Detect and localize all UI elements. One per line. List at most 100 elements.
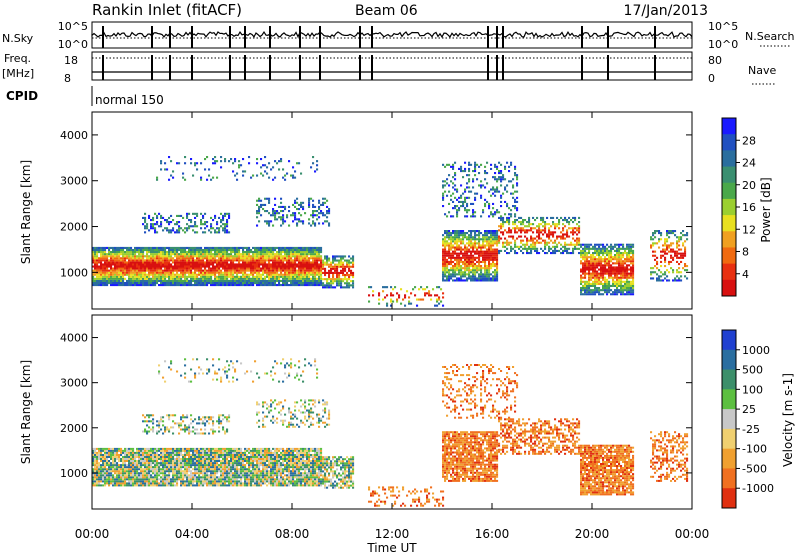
- power-data-cell: [312, 277, 315, 280]
- power-data-cell: [216, 261, 219, 264]
- power-data-cell: [194, 255, 197, 258]
- power-data-cell: [312, 257, 315, 260]
- power-data-cell: [254, 257, 257, 260]
- power-data-cell: [452, 186, 455, 189]
- power-data-cell: [234, 251, 237, 254]
- power-data-cell: [490, 211, 493, 214]
- power-data-cell: [104, 284, 107, 287]
- power-data-cell: [250, 251, 253, 254]
- power-data-cell: [244, 275, 247, 278]
- power-data-cell: [468, 275, 471, 278]
- power-data-cell: [256, 162, 259, 165]
- power-data-cell: [444, 184, 447, 187]
- power-data-cell: [322, 214, 325, 217]
- power-data-cell: [242, 251, 245, 254]
- power-data-cell: [186, 277, 189, 280]
- power-data-cell: [330, 278, 333, 281]
- power-data-cell: [538, 231, 541, 234]
- power-data-cell: [504, 167, 507, 170]
- power-data-cell: [674, 252, 677, 255]
- power-data-cell: [124, 263, 127, 266]
- power-data-cell: [282, 222, 285, 225]
- power-data-cell: [466, 186, 469, 189]
- power-data-cell: [470, 271, 473, 274]
- power-data-cell: [158, 253, 161, 256]
- power-data-cell: [238, 279, 241, 282]
- freq-tick-top: 18: [64, 54, 78, 67]
- power-data-cell: [668, 250, 671, 253]
- power-data-cell: [500, 223, 503, 226]
- power-data-cell: [540, 229, 543, 232]
- power-data-cell: [200, 261, 203, 264]
- power-data-cell: [596, 278, 599, 281]
- power-data-cell: [100, 253, 103, 256]
- power-data-cell: [610, 268, 613, 271]
- power-data-cell: [294, 255, 297, 258]
- power-data-cell: [234, 249, 237, 252]
- power-data-cell: [236, 273, 239, 276]
- power-data-cell: [448, 273, 451, 276]
- power-data-cell: [502, 178, 505, 181]
- power-data-cell: [174, 267, 177, 270]
- power-data-cell: [184, 178, 187, 181]
- power-data-cell: [614, 266, 617, 269]
- power-data-cell: [100, 269, 103, 272]
- power-data-cell: [468, 265, 471, 268]
- power-data-cell: [516, 207, 519, 210]
- power-data-cell: [612, 276, 615, 279]
- power-data-cell: [154, 267, 157, 270]
- power-data-cell: [488, 205, 491, 208]
- power-data-cell: [264, 210, 267, 213]
- power-data-cell: [126, 261, 129, 264]
- power-data-cell: [256, 251, 259, 254]
- power-data-cell: [458, 240, 461, 243]
- velocity-data-cell: [96, 466, 99, 469]
- power-data-cell: [150, 269, 153, 272]
- power-data-cell: [630, 268, 633, 271]
- power-data-cell: [260, 249, 263, 252]
- power-data-cell: [136, 271, 139, 274]
- power-data-cell: [556, 249, 559, 252]
- power-data-cell: [620, 276, 623, 279]
- power-data-cell: [466, 258, 469, 261]
- power-data-cell: [468, 240, 471, 243]
- power-data-cell: [310, 267, 313, 270]
- power-data-cell: [114, 265, 117, 268]
- power-data-cell: [192, 261, 195, 264]
- power-data-cell: [478, 252, 481, 255]
- power-data-cell: [186, 255, 189, 258]
- power-data-cell: [126, 263, 129, 266]
- power-data-cell: [316, 269, 319, 272]
- power-data-cell: [154, 231, 157, 234]
- power-data-cell: [500, 163, 503, 166]
- power-data-cell: [578, 216, 581, 219]
- power-data-cell: [276, 162, 279, 165]
- power-data-cell: [172, 271, 175, 274]
- power-data-cell: [628, 284, 631, 287]
- power-data-cell: [520, 223, 523, 226]
- power-data-cell: [168, 257, 171, 260]
- power-data-cell: [466, 238, 469, 241]
- power-data-cell: [100, 257, 103, 260]
- power-data-cell: [208, 267, 211, 270]
- power-data-cell: [448, 232, 451, 235]
- power-data-cell: [312, 205, 315, 208]
- power-data-cell: [164, 162, 167, 165]
- power-data-cell: [294, 212, 297, 215]
- power-data-cell: [180, 255, 183, 258]
- power-data-cell: [202, 255, 205, 258]
- power-data-cell: [292, 273, 295, 276]
- power-data-cell: [480, 252, 483, 255]
- power-data-cell: [146, 282, 149, 285]
- power-data-cell: [130, 275, 133, 278]
- power-data-cell: [232, 257, 235, 260]
- power-data-cell: [512, 223, 515, 226]
- power-data-cell: [442, 163, 445, 166]
- power-data-cell: [484, 236, 487, 239]
- power-data-cell: [620, 274, 623, 277]
- power-data-cell: [144, 246, 147, 249]
- power-data-cell: [284, 265, 287, 268]
- power-data-cell: [586, 268, 589, 271]
- power-data-cell: [226, 249, 229, 252]
